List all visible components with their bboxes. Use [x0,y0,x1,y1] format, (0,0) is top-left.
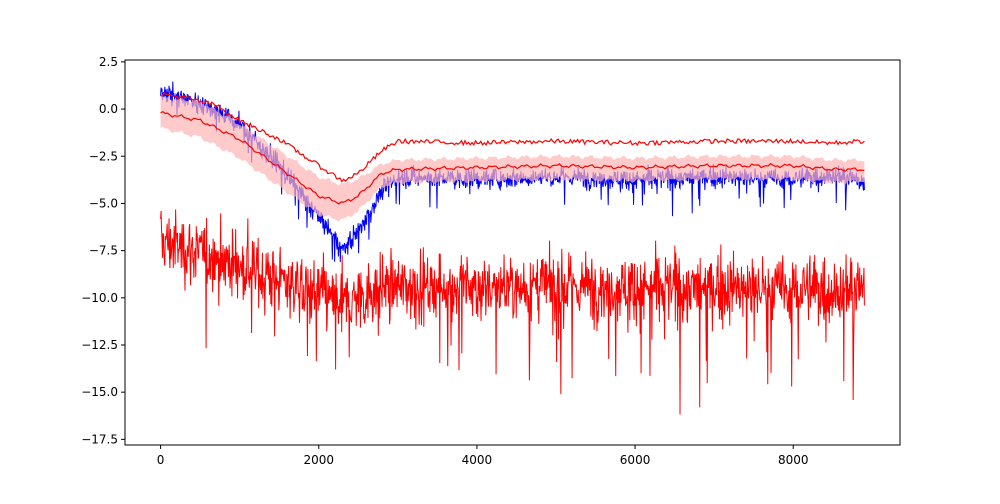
y-tick-label: −10.0 [81,291,118,305]
x-tick-label: 0 [157,453,165,467]
y-tick-label: −5.0 [89,196,118,210]
series-0-noisy-line [160,209,865,415]
axes-frame [124,59,901,446]
x-tick-label: 8000 [778,453,809,467]
series-3-line [160,91,865,183]
y-tick-label: −17.5 [81,432,118,446]
y-tick-label: −12.5 [81,338,118,352]
y-axis: 2.5 0.0 −2.5 −5.0 −7.5 −10.0 −12.5 −15.0 −17.5 [81,55,125,446]
y-tick-label: −7.5 [89,244,118,258]
series-2-mean-line [160,110,865,205]
plot-data-area [160,81,865,415]
x-tick-label: 6000 [620,453,651,467]
series-2-band [160,95,865,222]
y-tick-label: 0.0 [99,102,118,116]
y-tick-label: −15.0 [81,385,118,399]
y-tick-label: 2.5 [99,55,118,69]
x-axis: 0 2000 4000 6000 8000 [157,445,809,467]
x-tick-label: 2000 [303,453,334,467]
y-tick-label: −2.5 [89,149,118,163]
x-tick-label: 4000 [462,453,493,467]
